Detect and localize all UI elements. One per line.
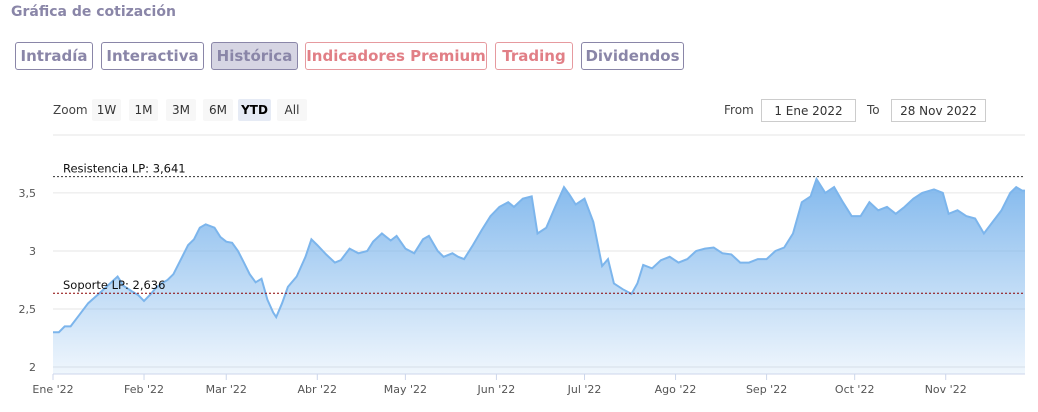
x-tick-label: Ago '22 xyxy=(655,383,697,396)
x-tick-label: Oct '22 xyxy=(835,383,875,396)
tab-intradia[interactable]: Intradía xyxy=(15,42,93,70)
y-tick-label: 3,5 xyxy=(19,187,37,200)
y-tick-label: 2,5 xyxy=(19,303,37,316)
zoom-3m-button[interactable]: 3M xyxy=(166,99,196,121)
x-tick-label: Nov '22 xyxy=(925,383,967,396)
y-tick-label: 3 xyxy=(29,245,36,258)
zoom-1m-button[interactable]: 1M xyxy=(129,99,158,121)
x-tick-label: Ene '22 xyxy=(32,383,73,396)
x-tick-label: Feb '22 xyxy=(124,383,164,396)
chart-section-title: Gráfica de cotización xyxy=(11,4,176,20)
x-tick-label: Jun '22 xyxy=(477,383,516,396)
range-to-input[interactable] xyxy=(891,99,986,122)
range-from-input[interactable] xyxy=(761,99,856,122)
zoom-ytd-button[interactable]: YTD xyxy=(238,99,271,121)
tab-interactiva[interactable]: Interactiva xyxy=(101,42,204,70)
range-from-label: From xyxy=(724,103,754,117)
tab-indicadores-premium[interactable]: Indicadores Premium xyxy=(305,42,487,70)
zoom-6m-button[interactable]: 6M xyxy=(203,99,233,121)
x-tick-label: Mar '22 xyxy=(206,383,247,396)
tab-trading[interactable]: Trading xyxy=(495,42,573,70)
y-tick-label: 2 xyxy=(29,361,36,374)
zoom-1w-button[interactable]: 1W xyxy=(92,99,121,121)
support-label: Soporte LP: 2,636 xyxy=(63,278,165,292)
x-tick-label: May '22 xyxy=(384,383,427,396)
zoom-label: Zoom xyxy=(53,103,88,117)
series-line xyxy=(53,176,1025,334)
x-tick-label: Sep '22 xyxy=(746,383,787,396)
resistance-label: Resistencia LP: 3,641 xyxy=(63,162,186,176)
x-tick-label: Jul '22 xyxy=(567,383,602,396)
tab-historica[interactable]: Histórica xyxy=(211,42,298,70)
x-tick-label: Abr '22 xyxy=(298,383,338,396)
tab-dividendos[interactable]: Dividendos xyxy=(581,42,684,70)
range-to-label: To xyxy=(867,103,880,117)
zoom-all-button[interactable]: All xyxy=(277,99,307,121)
series-area xyxy=(53,179,1025,374)
